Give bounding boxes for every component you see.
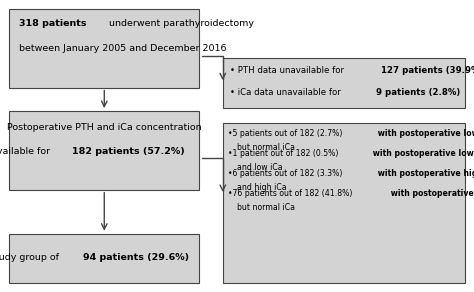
- Text: • iCa data unavailable for: • iCa data unavailable for: [230, 88, 343, 97]
- Text: •6 patients out of 182 (3.3%): •6 patients out of 182 (3.3%): [228, 169, 342, 178]
- Text: but normal iCa: but normal iCa: [237, 143, 295, 152]
- FancyBboxPatch shape: [9, 234, 199, 283]
- Text: •5 patients out of 182 (2.7%): •5 patients out of 182 (2.7%): [228, 129, 342, 138]
- Text: 318 patients: 318 patients: [19, 19, 86, 28]
- Text: with postoperative high PTH: with postoperative high PTH: [375, 169, 474, 178]
- FancyBboxPatch shape: [223, 58, 465, 108]
- Text: •76 patients out of 182 (41.8%): •76 patients out of 182 (41.8%): [228, 189, 352, 198]
- Text: but normal iCa: but normal iCa: [237, 203, 295, 212]
- FancyBboxPatch shape: [223, 123, 465, 283]
- Text: 9 patients (2.8%): 9 patients (2.8%): [376, 88, 461, 97]
- FancyBboxPatch shape: [9, 111, 199, 190]
- Text: and high iCa: and high iCa: [237, 183, 287, 192]
- Text: with postoperative high PTH: with postoperative high PTH: [388, 189, 474, 198]
- Text: underwent parathyroidectomy: underwent parathyroidectomy: [106, 19, 254, 28]
- Text: Postoperative PTH and iCa concentration: Postoperative PTH and iCa concentration: [7, 123, 201, 132]
- Text: 127 patients (39.9%): 127 patients (39.9%): [381, 66, 474, 75]
- Text: between January 2005 and December 2016: between January 2005 and December 2016: [19, 44, 227, 53]
- Text: available for: available for: [0, 147, 54, 157]
- FancyBboxPatch shape: [9, 9, 199, 88]
- Text: 94 patients (29.6%): 94 patients (29.6%): [83, 253, 189, 262]
- Text: •1 patient out of 182 (0.5%): •1 patient out of 182 (0.5%): [228, 149, 338, 158]
- Text: and low iCa: and low iCa: [237, 163, 283, 172]
- Text: with postoperative low PTH: with postoperative low PTH: [375, 129, 474, 138]
- Text: Study group of: Study group of: [0, 253, 62, 262]
- Text: • PTH data unavailable for: • PTH data unavailable for: [230, 66, 346, 75]
- Text: 182 patients (57.2%): 182 patients (57.2%): [72, 147, 184, 157]
- Text: with postoperative low PTH: with postoperative low PTH: [370, 149, 474, 158]
